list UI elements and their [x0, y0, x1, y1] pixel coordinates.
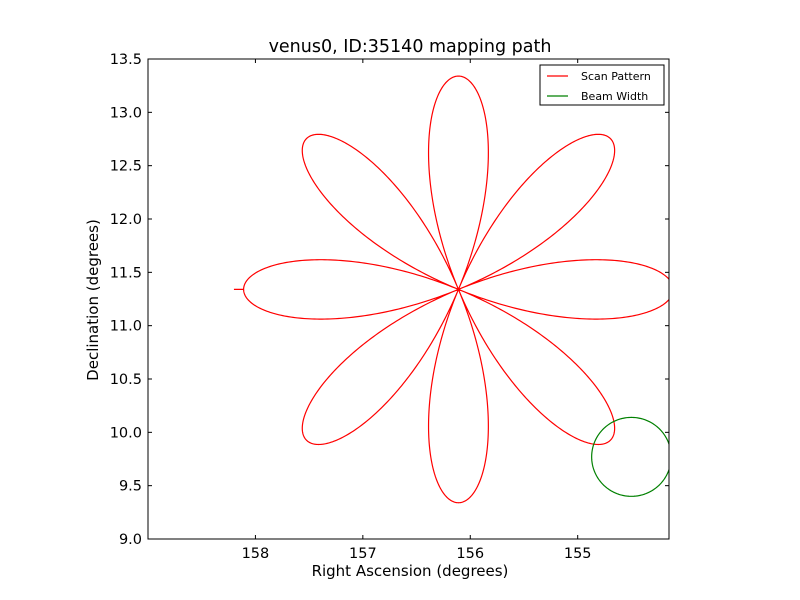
y-tick-label: 12.0: [110, 212, 142, 228]
legend-box: [539, 64, 665, 106]
legend: Scan Pattern Beam Width: [539, 64, 665, 106]
x-tick-label: 155: [564, 546, 592, 562]
y-tick-label: 13.0: [110, 105, 142, 121]
x-axis-ticks: 158 157 156 155: [242, 59, 592, 562]
y-tick-label: 13.5: [110, 52, 142, 68]
y-tick-label: 10.0: [110, 425, 142, 441]
series-layer: [233, 75, 669, 504]
chart-title: venus0, ID:35140 mapping path: [269, 37, 552, 57]
series-scan-pattern: [233, 75, 669, 504]
plot-area: [147, 58, 670, 540]
y-tick-label: 11.0: [110, 319, 142, 335]
x-tick-label: 158: [242, 546, 270, 562]
y-tick-label: 11.5: [110, 265, 142, 281]
y-axis-ticks: 9.0 9.5 10.0 10.5 11.0 11.5 12.0 12.5 13.0 13.5: [110, 52, 669, 548]
legend-label-beam-width: Beam Width: [581, 90, 648, 103]
plot-background: [148, 59, 669, 539]
y-tick-label: 12.5: [110, 159, 142, 175]
y-tick-label: 9.5: [119, 479, 142, 495]
x-tick-label: 157: [349, 546, 377, 562]
y-tick-label: 9.0: [119, 532, 142, 548]
series-beam-width: [591, 416, 669, 497]
plot-frame: [147, 58, 670, 540]
x-axis-label: Right Ascension (degrees): [312, 562, 509, 580]
y-axis-label: Declination (degrees): [84, 219, 102, 381]
y-tick-label: 10.5: [110, 372, 142, 388]
legend-label-scan-pattern: Scan Pattern: [581, 70, 651, 83]
x-tick-label: 156: [456, 546, 484, 562]
